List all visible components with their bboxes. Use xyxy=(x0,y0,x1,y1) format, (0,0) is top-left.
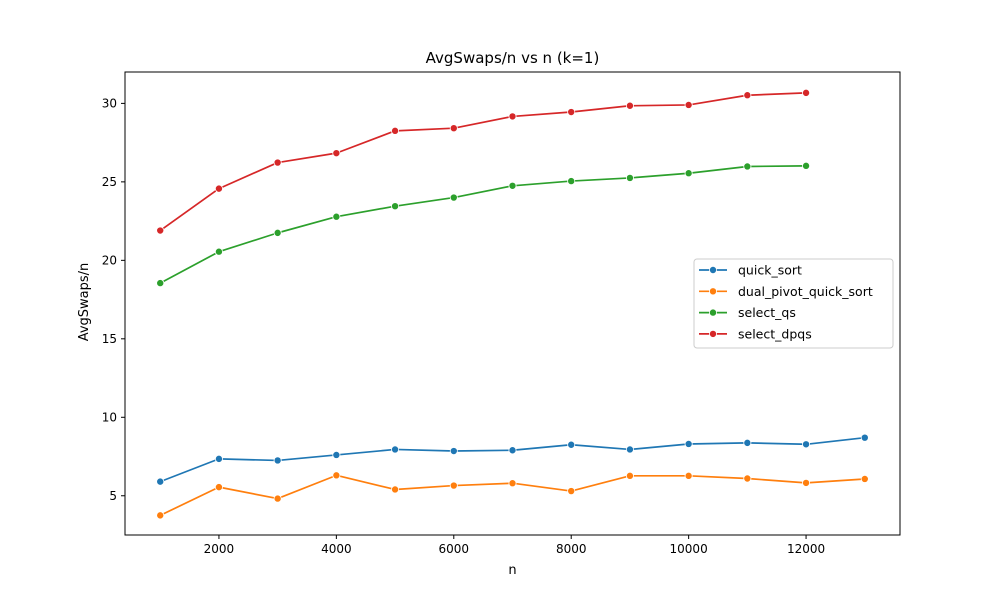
data-point-quick_sort xyxy=(625,445,634,454)
plot-area: 2000 4000 6000 8000 10000 12000 5 10 15 20 25 30 xyxy=(102,71,901,556)
data-point-select_dpqs xyxy=(214,184,223,193)
legend-label: select_qs xyxy=(738,305,796,320)
x-tick-label: 6000 xyxy=(439,542,470,556)
data-point-select_qs xyxy=(391,202,400,211)
data-point-dual_pivot_quick_sort xyxy=(625,471,634,480)
data-point-select_qs xyxy=(449,193,458,202)
legend-label: dual_pivot_quick_sort xyxy=(738,284,873,299)
data-point-dual_pivot_quick_sort xyxy=(860,474,869,483)
data-point-select_dpqs xyxy=(684,100,693,109)
y-tick-label: 10 xyxy=(102,410,117,424)
x-tick-label: 4000 xyxy=(321,542,352,556)
data-point-select_dpqs xyxy=(625,101,634,110)
axes-frame xyxy=(124,71,901,536)
x-tick-label: 2000 xyxy=(204,542,235,556)
legend-marker-select_qs xyxy=(709,308,718,317)
data-point-dual_pivot_quick_sort xyxy=(156,511,165,520)
legend-label: quick_sort xyxy=(738,263,802,278)
data-point-select_qs xyxy=(684,169,693,178)
data-point-dual_pivot_quick_sort xyxy=(332,471,341,480)
data-point-select_qs xyxy=(743,162,752,171)
y-tick-label: 25 xyxy=(102,175,117,189)
x-tick-label: 10000 xyxy=(670,542,708,556)
data-point-select_dpqs xyxy=(332,149,341,158)
data-point-dual_pivot_quick_sort xyxy=(391,485,400,494)
data-point-select_dpqs xyxy=(273,158,282,167)
data-point-select_dpqs xyxy=(802,88,811,97)
data-point-quick_sort xyxy=(391,445,400,454)
data-point-quick_sort xyxy=(449,447,458,456)
x-tick-label: 12000 xyxy=(787,542,825,556)
y-axis-label: AvgSwaps/n xyxy=(77,263,92,342)
data-point-dual_pivot_quick_sort xyxy=(508,479,517,488)
legend-marker-select_dpqs xyxy=(709,329,718,338)
x-axis-label: n xyxy=(508,563,516,578)
data-point-select_dpqs xyxy=(449,124,458,133)
data-point-quick_sort xyxy=(743,438,752,447)
data-point-select_qs xyxy=(508,181,517,190)
data-point-quick_sort xyxy=(508,446,517,455)
data-point-select_dpqs xyxy=(508,112,517,121)
data-point-dual_pivot_quick_sort xyxy=(567,487,576,496)
legend-marker-quick_sort xyxy=(709,265,718,274)
chart-title: AvgSwaps/n vs n (k=1) xyxy=(426,49,600,67)
y-tick-label: 15 xyxy=(102,332,117,346)
data-point-select_qs xyxy=(567,177,576,186)
data-point-select_qs xyxy=(802,161,811,170)
data-point-quick_sort xyxy=(332,450,341,459)
data-point-dual_pivot_quick_sort xyxy=(802,478,811,487)
data-point-select_qs xyxy=(214,247,223,256)
legend-marker-dual_pivot_quick_sort xyxy=(709,287,718,296)
legend-label: select_dpqs xyxy=(738,326,812,341)
data-point-quick_sort xyxy=(567,440,576,449)
series-line-select_dpqs xyxy=(159,92,807,232)
data-point-select_qs xyxy=(273,228,282,237)
series-line-select_qs xyxy=(159,165,807,284)
y-tick-label: 20 xyxy=(102,253,117,267)
data-point-dual_pivot_quick_sort xyxy=(684,471,693,480)
legend-box xyxy=(693,258,894,349)
data-point-select_qs xyxy=(625,173,634,182)
y-tick-label: 30 xyxy=(102,96,117,110)
data-point-select_dpqs xyxy=(567,108,576,117)
data-point-select_dpqs xyxy=(743,91,752,100)
data-point-quick_sort xyxy=(273,456,282,465)
data-point-dual_pivot_quick_sort xyxy=(449,481,458,490)
x-tick-label: 8000 xyxy=(556,542,587,556)
data-point-select_dpqs xyxy=(156,226,165,235)
y-tick-label: 5 xyxy=(109,489,117,503)
data-point-quick_sort xyxy=(214,454,223,463)
legend: quick_sort dual_pivot_quick_sort select_qs… xyxy=(693,258,894,349)
data-point-quick_sort xyxy=(684,439,693,448)
data-point-quick_sort xyxy=(156,477,165,486)
data-point-select_dpqs xyxy=(391,126,400,135)
data-point-dual_pivot_quick_sort xyxy=(273,494,282,503)
data-point-dual_pivot_quick_sort xyxy=(743,474,752,483)
data-point-select_qs xyxy=(156,279,165,288)
data-point-dual_pivot_quick_sort xyxy=(214,483,223,492)
data-point-quick_sort xyxy=(860,433,869,442)
data-point-select_qs xyxy=(332,212,341,221)
data-point-quick_sort xyxy=(802,440,811,449)
